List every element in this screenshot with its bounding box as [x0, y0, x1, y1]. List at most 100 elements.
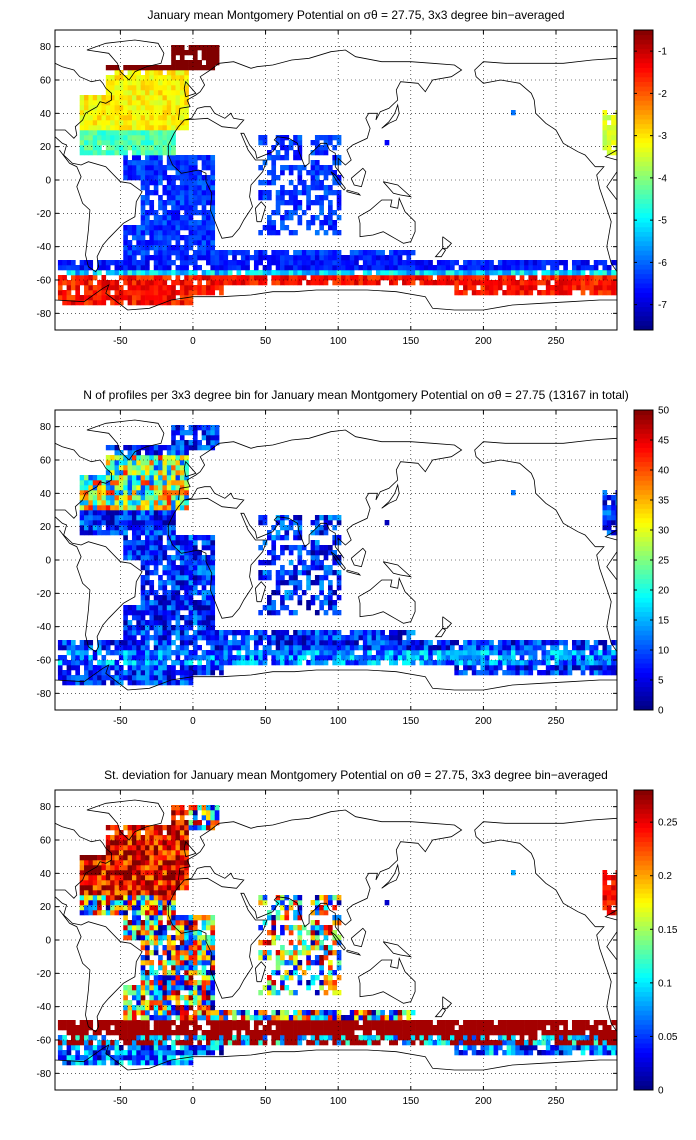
bin-cell — [162, 600, 168, 606]
bin-cell — [131, 490, 137, 496]
colorbar-segment — [634, 438, 653, 444]
bin-cell — [271, 225, 277, 231]
bin-cell — [288, 275, 294, 281]
bin-cell — [92, 855, 98, 861]
bin-cell — [319, 525, 324, 531]
bin-cell — [175, 195, 181, 201]
bin-cell — [615, 135, 617, 141]
bin-cell — [184, 655, 189, 661]
bin-cell — [423, 280, 429, 286]
bin-cell — [162, 75, 168, 81]
bin-cell — [114, 1025, 120, 1031]
bin-cell — [197, 185, 202, 191]
bin-cell — [332, 540, 338, 546]
bin-cell — [358, 645, 364, 651]
bin-cell — [110, 680, 115, 686]
bin-cell — [602, 665, 608, 671]
bin-cell — [88, 1050, 94, 1056]
bin-cell — [136, 160, 141, 166]
bin-cell — [319, 255, 324, 261]
bin-cell — [589, 280, 595, 286]
bin-cell — [345, 645, 351, 651]
bin-cell — [367, 650, 372, 656]
bin-cell — [140, 300, 146, 306]
bin-cell — [175, 1035, 181, 1041]
bin-cell — [554, 290, 560, 296]
bin-cell — [371, 645, 377, 651]
bin-cell — [75, 675, 80, 681]
bin-cell — [554, 265, 560, 271]
bin-cell — [275, 230, 281, 236]
bin-cell — [262, 135, 268, 141]
bin-cell — [232, 280, 237, 286]
bin-cell — [219, 260, 224, 266]
bin-cell — [131, 875, 137, 881]
bin-cell — [232, 275, 237, 281]
bin-cell — [140, 130, 146, 136]
bin-cell — [267, 600, 272, 606]
bin-cell — [88, 1035, 94, 1041]
bin-cell — [323, 280, 329, 286]
bin-cell — [158, 1050, 163, 1056]
bin-cell — [57, 675, 63, 681]
bin-cell — [441, 270, 446, 276]
bin-cell — [127, 880, 133, 886]
bin-cell — [458, 645, 464, 651]
bin-cell — [118, 910, 124, 916]
bin-cell — [280, 645, 285, 651]
bin-cell — [105, 530, 111, 536]
bin-cell — [510, 270, 516, 276]
bin-cell — [210, 545, 216, 551]
bin-cell — [149, 680, 155, 686]
bin-cell — [441, 640, 446, 646]
bin-cell — [166, 945, 172, 951]
bin-cell — [415, 640, 420, 646]
bin-cell — [319, 630, 324, 636]
bin-cell — [206, 195, 211, 201]
bin-cell — [131, 915, 137, 921]
bin-cell — [184, 250, 189, 256]
bin-cell — [166, 555, 172, 561]
bin-cell — [253, 270, 259, 276]
bin-cell — [593, 660, 599, 666]
bin-cell — [131, 105, 137, 111]
bin-cell — [184, 280, 189, 286]
bin-cell — [158, 105, 163, 111]
bin-cell — [149, 1030, 155, 1036]
bin-cell — [280, 195, 285, 201]
bin-cell — [175, 835, 181, 841]
bin-cell — [402, 275, 407, 281]
bin-cell — [319, 660, 324, 666]
bin-cell — [162, 80, 168, 86]
colorbar-segment — [634, 180, 653, 186]
bin-cell — [158, 670, 163, 676]
bin-cell — [131, 860, 137, 866]
bin-cell — [153, 885, 159, 891]
bin-cell — [319, 265, 324, 271]
bin-cell — [149, 925, 155, 931]
bin-cell — [206, 180, 211, 186]
bin-cell — [123, 135, 128, 141]
bin-cell — [223, 255, 229, 261]
bin-cell — [384, 640, 390, 646]
bin-cell — [131, 445, 137, 451]
bin-cell — [175, 980, 181, 986]
bin-cell — [206, 55, 211, 61]
bin-cell — [184, 125, 189, 131]
bin-cell — [97, 1050, 102, 1056]
bin-cell — [558, 655, 564, 661]
profile-count-panel: N of profiles per 3x3 degree bin for Jan… — [0, 380, 696, 760]
bin-cell — [371, 255, 377, 261]
bin-cell — [166, 210, 172, 216]
bin-cell — [136, 840, 141, 846]
bin-cell — [57, 265, 63, 271]
bin-cell — [105, 515, 111, 521]
bin-cell — [145, 190, 150, 196]
bin-cell — [149, 155, 155, 161]
bin-cell — [105, 110, 111, 116]
bin-cell — [166, 470, 172, 476]
bin-cell — [101, 490, 107, 496]
bin-cell — [136, 1050, 141, 1056]
bin-cell — [75, 1025, 80, 1031]
bin-cell — [319, 195, 324, 201]
